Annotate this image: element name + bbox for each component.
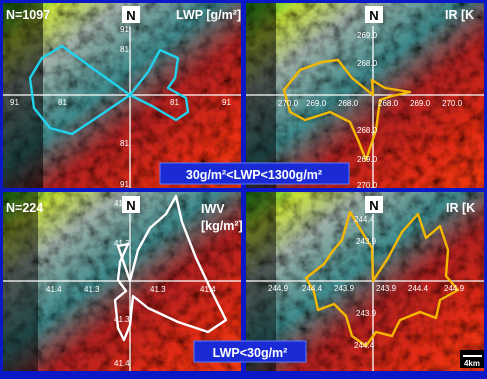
scale-bar: 4km — [460, 350, 484, 368]
iwv-distribution-outline — [113, 194, 228, 342]
x-tick-label: 91 — [222, 98, 231, 107]
panel-headers: N=1097 LWP [g/m²] IR [K N=224 IWV [kg/m²… — [6, 8, 475, 233]
x-tick-label: 243.9 — [376, 284, 397, 293]
x-tick-label: 268.0 — [338, 99, 359, 108]
x-tick-label: 41.4 — [46, 285, 62, 294]
tick-labels: 91 81 81 91 91 81 81 91 270.0 269.0 268.… — [10, 25, 465, 368]
quantity-label: LWP [g/m²] — [176, 8, 241, 22]
x-tick-label: 270.0 — [442, 99, 463, 108]
quantity-label: IR [K — [445, 8, 474, 22]
scale-bar-box — [460, 350, 484, 368]
y-tick-label: 244.4 — [354, 341, 375, 350]
north-label: N — [126, 8, 135, 23]
x-tick-label: 91 — [10, 98, 19, 107]
caption-text: LWP<30g/m² — [213, 346, 288, 360]
north-badge: N — [365, 6, 383, 23]
x-tick-label: 270.0 — [278, 99, 299, 108]
y-tick-label: 41.3 — [114, 315, 130, 324]
caption-bottom: LWP<30g/m² — [193, 340, 307, 363]
x-tick-label: 41.4 — [200, 285, 216, 294]
north-label: N — [369, 8, 378, 23]
y-tick-label: 269.0 — [357, 31, 378, 40]
north-badge: N — [122, 196, 140, 213]
y-tick-label: 268.0 — [357, 59, 378, 68]
x-tick-label: 243.9 — [334, 284, 355, 293]
north-label: N — [126, 198, 135, 213]
y-tick-label: 41.3 — [114, 239, 130, 248]
north-badge-box — [365, 6, 383, 23]
x-tick-label: 81 — [58, 98, 67, 107]
north-badge: N — [365, 196, 383, 213]
y-tick-label: 243.9 — [356, 309, 377, 318]
north-badge-box — [122, 6, 140, 23]
quantity-label: IR [K — [446, 201, 475, 215]
quantity-label: IWV — [201, 202, 225, 216]
y-tick-label: 244.4 — [354, 215, 375, 224]
caption-box — [193, 340, 307, 363]
scale-bar-label: 4km — [464, 359, 480, 368]
y-tick-label: 81 — [120, 45, 129, 54]
y-tick-label: 269.0 — [357, 155, 378, 164]
north-badge-box — [122, 196, 140, 213]
ir-distribution-outline — [282, 58, 412, 162]
x-tick-label: 244.9 — [444, 284, 465, 293]
ir-distribution-outline — [304, 210, 460, 348]
sample-count-label: N=1097 — [6, 8, 50, 22]
x-tick-label: 269.0 — [306, 99, 327, 108]
y-tick-label: 270.0 — [357, 181, 378, 190]
x-tick-label: 244.4 — [302, 284, 323, 293]
caption-top: 30g/m²<LWP<1300g/m² — [159, 162, 350, 185]
x-tick-label: 268.0 — [378, 99, 399, 108]
lwp-distribution-outline — [28, 44, 190, 136]
caption-text: 30g/m²<LWP<1300g/m² — [186, 168, 322, 182]
y-tick-label: 41.4 — [114, 359, 130, 368]
quantity-label-line2: [kg/m²] — [201, 219, 243, 233]
y-tick-label: 81 — [120, 139, 129, 148]
distribution-outlines — [28, 44, 460, 348]
sample-count-label: N=224 — [6, 201, 43, 215]
caption-box — [159, 162, 350, 185]
y-tick-label: 243.9 — [356, 237, 377, 246]
x-tick-label: 81 — [170, 98, 179, 107]
north-badges: N N N N — [122, 6, 383, 213]
north-badge-box — [365, 196, 383, 213]
x-tick-label: 244.4 — [408, 284, 429, 293]
x-tick-label: 41.3 — [84, 285, 100, 294]
y-tick-label: 268.0 — [357, 126, 378, 135]
y-tick-label: 91 — [120, 25, 129, 34]
x-tick-label: 269.0 — [410, 99, 431, 108]
x-tick-label: 244.9 — [268, 284, 289, 293]
north-badge: N — [122, 6, 140, 23]
x-tick-label: 41.3 — [150, 285, 166, 294]
north-label: N — [369, 198, 378, 213]
y-tick-label: 91 — [120, 180, 129, 189]
